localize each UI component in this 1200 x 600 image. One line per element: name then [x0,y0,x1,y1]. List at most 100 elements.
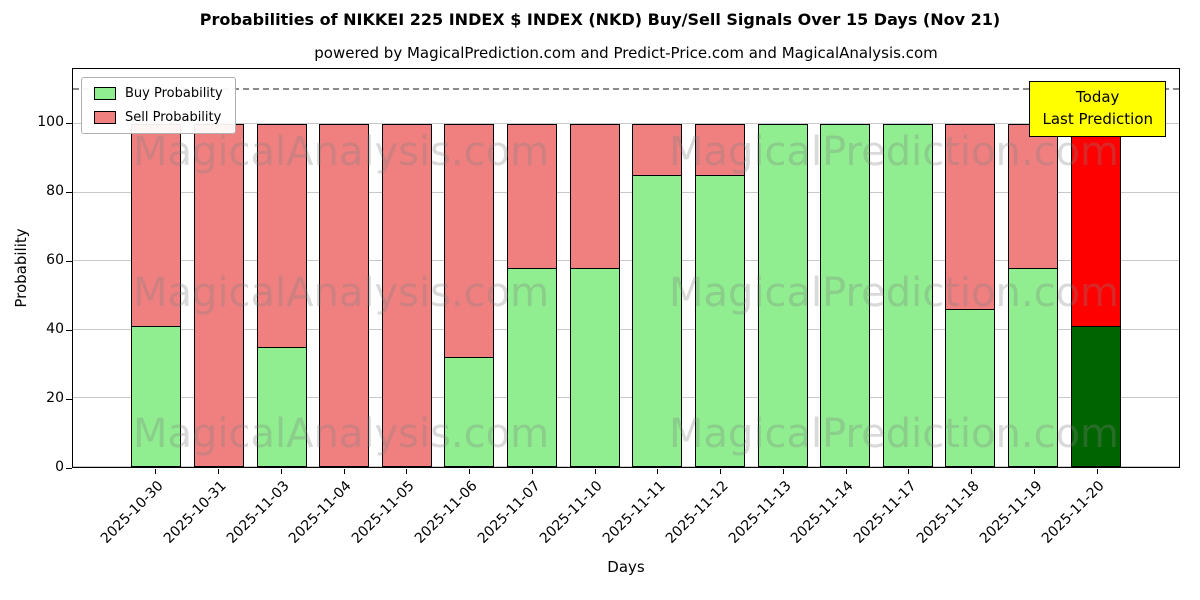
buy-probability-segment [632,175,683,467]
y-tick-mark [66,467,72,469]
x-tick-mark [971,469,973,474]
bar-slot [125,69,188,467]
bar-slot [1002,69,1065,467]
buy-probability-segment [757,123,808,467]
legend-item-sell: Sell Probability [94,110,223,125]
gridline [73,122,1179,124]
stacked-bar [381,69,432,467]
legend-label-buy: Buy Probability [125,86,223,101]
x-tick-label: 2025-11-20 [1039,478,1108,547]
bar-slot [814,69,877,467]
bar-slot [689,69,752,467]
bar-slot [939,69,1002,467]
x-tick-label: 2025-11-03 [223,478,293,547]
y-tick-mark [66,329,72,331]
y-tick-label: 0 [55,459,64,475]
stacked-bar [632,69,683,467]
y-tick-mark [66,398,72,400]
sell-probability-segment [569,123,620,268]
x-tick-label: 2025-11-14 [788,478,857,547]
x-tick-mark [845,469,847,474]
sell-probability-segment [507,123,558,268]
buy-probability-segment [945,309,996,467]
buy-probability-segment [694,175,745,467]
x-tick-mark [720,469,722,474]
sell-probability-segment [945,123,996,310]
chart-subtitle: powered by MagicalPrediction.com and Pre… [314,44,938,62]
bar-slot [313,69,376,467]
x-tick-label: 2025-10-31 [160,478,230,547]
bar-slot [501,69,564,467]
y-tick-mark [66,260,72,262]
bar-slot [563,69,626,467]
buy-probability-segment [256,346,307,467]
x-tick-mark [1096,469,1098,474]
bars [73,69,1179,467]
y-tick-label: 40 [46,321,64,338]
today-annotation: Today Last Prediction [1029,81,1166,137]
sell-probability-segment [632,123,683,176]
threshold-dashed-line [73,87,1179,90]
sell-probability-segment [444,123,495,358]
buy-probability-segment [507,268,558,467]
x-tick-mark [155,469,157,474]
stacked-bar [569,69,620,467]
gridline [73,191,1179,193]
sell-probability-segment [193,123,244,467]
x-tick-mark [406,469,408,474]
chart-title: Probabilities of NIKKEI 225 INDEX $ INDE… [199,10,1001,29]
buy-probability-segment [131,326,182,467]
x-tick-label: 2025-11-07 [474,478,544,547]
y-tick-label: 60 [46,252,64,269]
sell-probability-segment [1008,123,1059,268]
stacked-bar [694,69,745,467]
x-tick-mark [908,469,910,474]
stacked-bar [131,69,182,467]
bar-slot [626,69,689,467]
x-tick-mark [657,469,659,474]
bar-slot [1064,69,1127,467]
x-tick-label: 2025-11-10 [537,478,606,547]
x-tick-label: 2025-11-04 [286,478,355,547]
x-tick-mark [531,469,533,474]
buy-probability-segment [569,268,620,467]
buy-probability-segment [1008,268,1059,467]
legend-swatch-sell [94,111,116,124]
x-tick-label: 2025-11-11 [599,478,669,547]
bar-slot [376,69,439,467]
stacked-bar [820,69,871,467]
y-tick-label: 100 [37,114,64,131]
stacked-bar [882,69,933,467]
x-tick-mark [1033,469,1035,474]
stacked-bar [444,69,495,467]
today-annotation-line2: Last Prediction [1042,109,1153,128]
x-tick-mark [782,469,784,474]
x-axis-label: Days [607,558,645,576]
plot-area: MagicalAnalysis.com MagicalPrediction.com… [72,68,1180,468]
x-tick-label: 2025-11-19 [976,478,1046,547]
y-tick-mark [66,122,72,124]
x-tick-mark [594,469,596,474]
x-tick-label: 2025-11-18 [913,478,983,547]
x-tick-mark [343,469,345,474]
buy-probability-segment [882,123,933,467]
x-tick-mark [469,469,471,474]
gridline [73,466,1179,467]
stacked-bar [1008,69,1059,467]
stacked-bar [193,69,244,467]
sell-probability-segment [1070,123,1121,327]
stacked-bar [319,69,370,467]
today-annotation-line1: Today [1076,88,1120,106]
stacked-bar [256,69,307,467]
gridline [73,397,1179,399]
sell-probability-segment [319,123,370,467]
x-tick-label: 2025-11-06 [411,478,481,547]
bar-slot [438,69,501,467]
stacked-bar [507,69,558,467]
x-tick-mark [280,469,282,474]
bar-slot [877,69,940,467]
y-tick-mark [66,191,72,193]
legend: Buy Probability Sell Probability [81,77,236,134]
bar-slot [751,69,814,467]
